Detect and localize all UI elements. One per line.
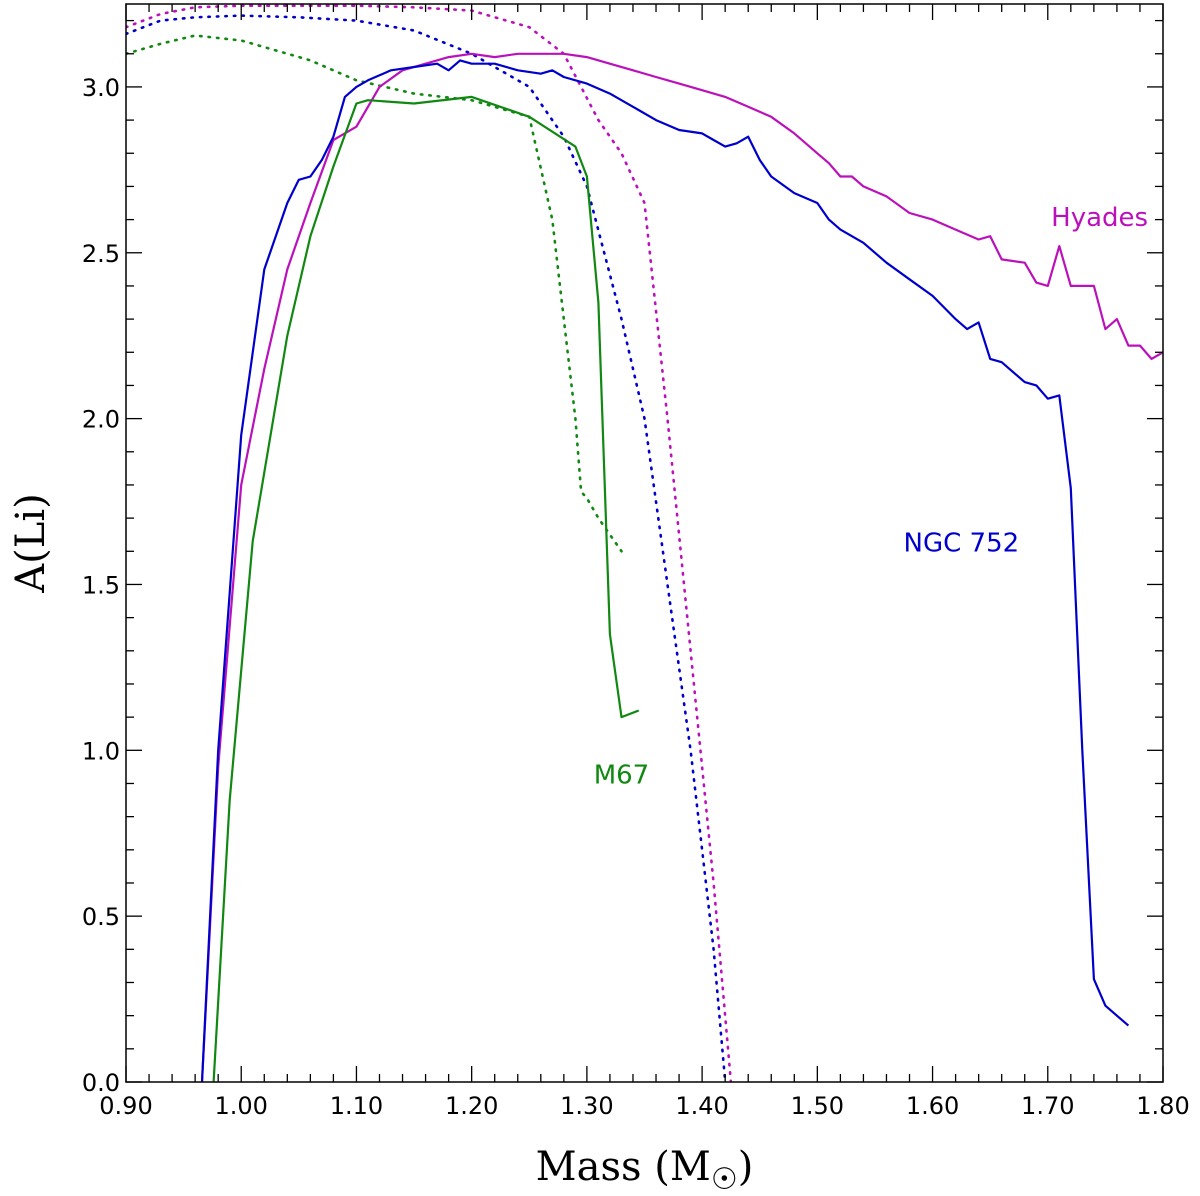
x-tick-label: 1.50: [791, 1092, 844, 1120]
annotation-m67: M67: [594, 760, 650, 790]
y-tick-label: 1.5: [82, 571, 120, 599]
x-tick-label: 1.20: [445, 1092, 498, 1120]
series-annotations: Hyades NGC 752 M67: [594, 203, 1148, 790]
x-tick-label: 1.40: [675, 1092, 728, 1120]
x-tick-label: 0.90: [99, 1092, 152, 1120]
y-tick-label: 0.0: [82, 1069, 120, 1097]
series-line-m67: [212, 95, 640, 1082]
series-layer: [126, 4, 1163, 1082]
x-axis-title-close: ): [738, 1144, 754, 1190]
y-tick-label: 2.0: [82, 406, 120, 434]
x-tick-label: 1.00: [215, 1092, 268, 1120]
x-axis-title: Mass (M☉): [536, 1144, 754, 1196]
annotation-hyades: Hyades: [1051, 203, 1148, 233]
x-tick-label: 1.80: [1136, 1092, 1189, 1120]
x-tick-label: 1.10: [330, 1092, 383, 1120]
y-axis-title: A(Li): [8, 493, 54, 593]
annotation-ngc-752: NGC 752: [904, 528, 1020, 558]
x-tick-label: 1.60: [906, 1092, 959, 1120]
series-line-ngc-752-model: [126, 14, 727, 1082]
series-line-ngc-752: [200, 59, 1130, 1082]
x-tick-label: 1.70: [1021, 1092, 1074, 1120]
x-axis-title-sun-symbol: ☉: [711, 1162, 738, 1196]
x-tick-label: 1.30: [560, 1092, 613, 1120]
series-line-m67-model: [126, 34, 623, 553]
x-axis-title-main: Mass (M: [536, 1144, 711, 1190]
series-line-hyades-model: [126, 4, 733, 1082]
y-tick-label: 0.5: [82, 903, 120, 931]
y-tick-label: 3.0: [82, 74, 120, 102]
y-tick-label: 1.0: [82, 737, 120, 765]
plot-frame: [125, 3, 1164, 1083]
series-line-hyades: [200, 52, 1163, 1082]
ticks-layer: [125, 4, 1164, 1083]
y-tick-label: 2.5: [82, 240, 120, 268]
tick-labels: 0.90 1.00 1.10 1.20 1.30 1.40 1.50 1.60 1.70 1.80…: [82, 74, 1190, 1120]
